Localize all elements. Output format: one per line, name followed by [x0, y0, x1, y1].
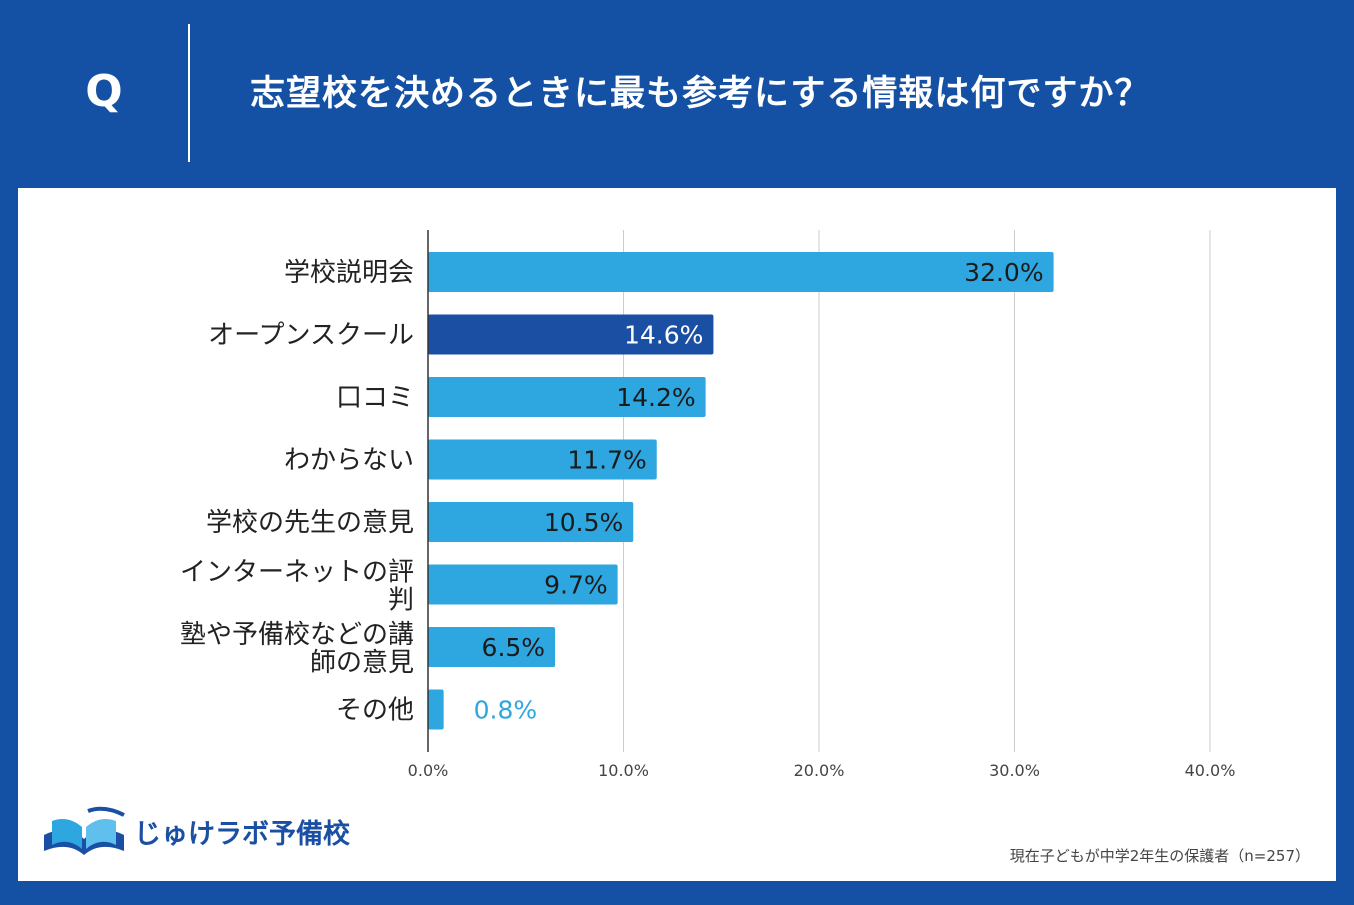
bar: [428, 377, 706, 417]
bar-value-label: 9.7%: [544, 571, 608, 600]
bar: [428, 564, 618, 605]
x-tick-label: 10.0%: [598, 761, 649, 780]
header-divider: [188, 24, 190, 162]
book-logo-icon: [44, 806, 125, 855]
category-label: 口コミ: [336, 383, 414, 413]
bar: [428, 502, 634, 542]
x-tick-label: 40.0%: [1185, 761, 1236, 780]
bar-value-label: 6.5%: [482, 633, 546, 662]
category-label: オープンスクール: [208, 321, 414, 351]
bar-value-label: 14.2%: [616, 383, 695, 412]
sample-footnote: 現在子どもが中学2年生の保護者（n=257）: [1009, 847, 1310, 865]
bar-value-label: 0.8%: [474, 696, 538, 725]
x-tick-label: 20.0%: [794, 761, 845, 780]
brand-logo-text: じゅけラボ予備校: [134, 819, 350, 850]
category-label: 師の意見: [310, 648, 414, 678]
category-label: 判: [388, 586, 414, 616]
bar: [428, 689, 444, 730]
x-tick-label: 30.0%: [989, 761, 1040, 780]
bar: [428, 252, 1054, 292]
bar-value-label: 32.0%: [964, 258, 1043, 287]
category-label: インターネットの評: [180, 558, 414, 588]
category-label: わからない: [284, 446, 414, 476]
category-label: その他: [336, 696, 414, 726]
question-mark-label: Q: [85, 66, 123, 117]
bar: [428, 439, 657, 480]
category-label: 学校の先生の意見: [206, 508, 414, 538]
bar-value-label: 14.6%: [624, 321, 703, 350]
category-label: 塾や予備校などの講: [180, 620, 414, 650]
bar-chart: 0.0% 10.0% 20.0% 30.0% 40.0% 32.0% 学校説明会 14.6% オ…: [180, 230, 1236, 780]
bar-value-label: 10.5%: [544, 508, 623, 537]
bar: [428, 627, 556, 667]
brand-logo: じゅけラボ予備校: [38, 805, 358, 865]
question-title: 志望校を決めるときに最も参考にする情報は何ですか？: [250, 74, 1151, 114]
x-tick-label: 0.0%: [408, 761, 449, 780]
bar: [428, 314, 714, 355]
category-label: 学校説明会: [284, 258, 414, 288]
header-banner: Q 志望校を決めるときに最も参考にする情報は何ですか？: [0, 0, 1354, 188]
chart-panel: 0.0% 10.0% 20.0% 30.0% 40.0% 32.0% 学校説明会 14.6% オ…: [18, 188, 1336, 881]
bar-value-label: 11.7%: [567, 446, 646, 475]
